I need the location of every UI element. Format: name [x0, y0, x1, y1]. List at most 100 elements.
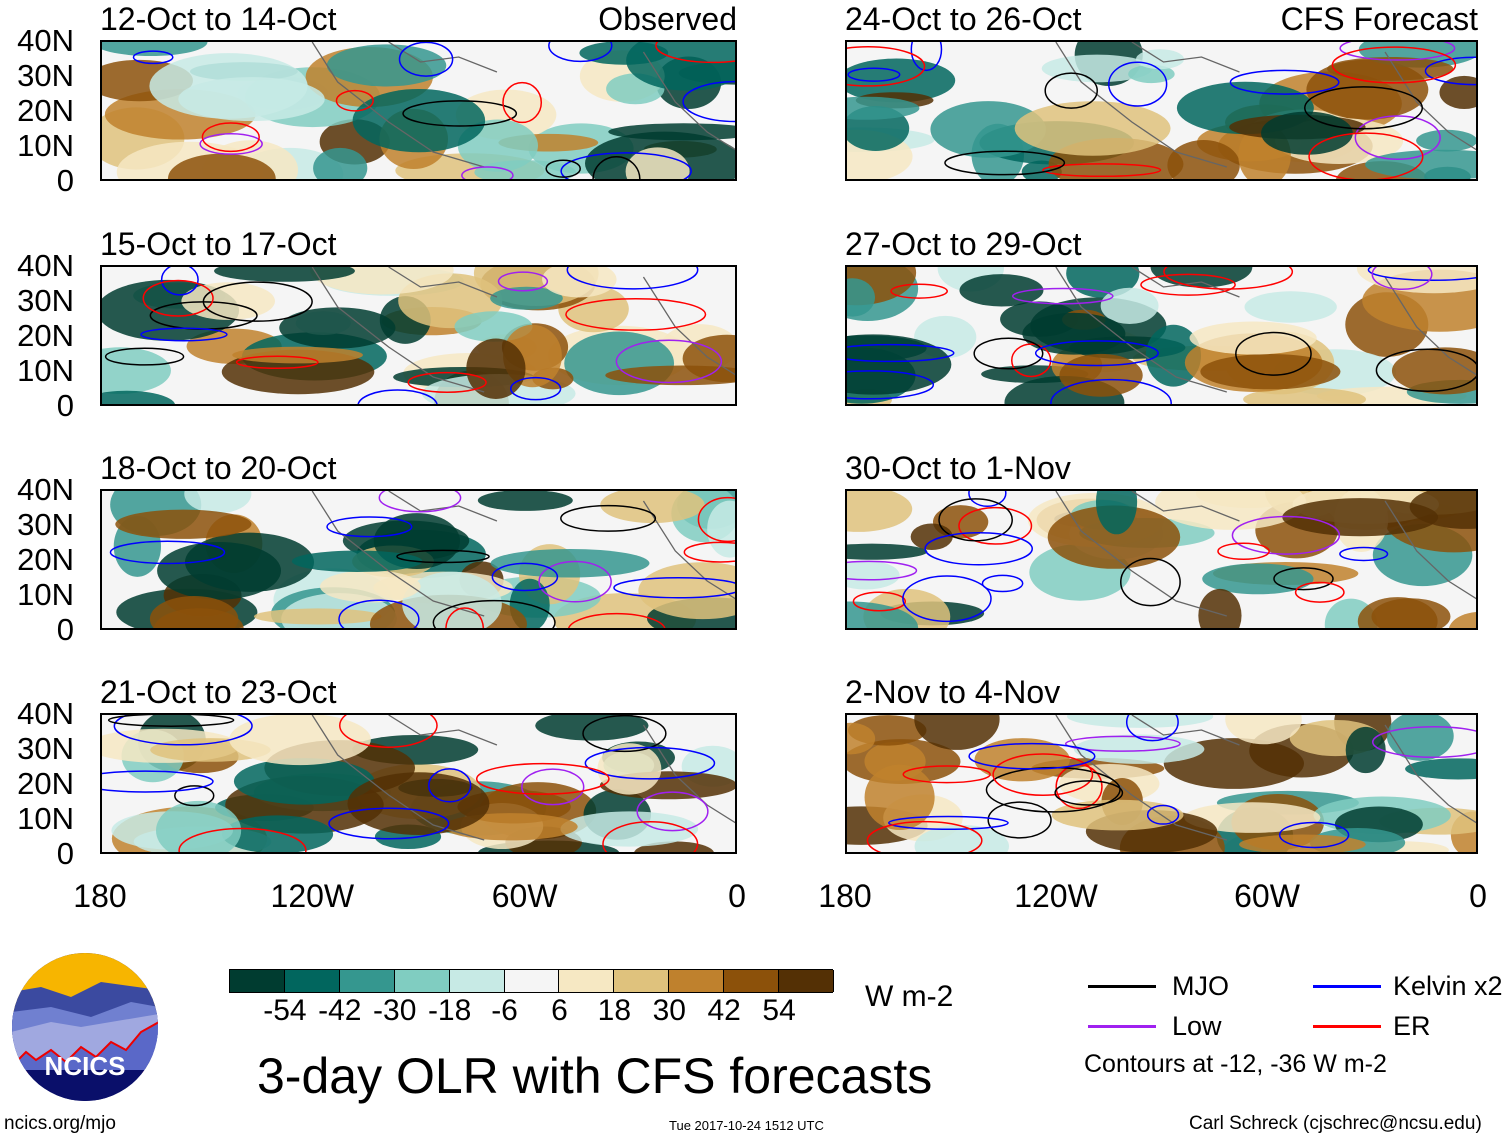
wave-contour	[1231, 515, 1341, 555]
wave-contour	[1339, 42, 1456, 61]
wave-contour	[1372, 725, 1476, 759]
olr-anomaly-blob	[1345, 726, 1386, 774]
wave-contour	[938, 498, 1013, 542]
wave-contour	[566, 267, 699, 290]
wave-contour	[538, 560, 612, 603]
colorbar-label: -42	[318, 994, 362, 1027]
wave-contour	[1294, 581, 1345, 603]
wave-contour	[407, 371, 487, 394]
panel-label: Observed	[598, 1, 737, 37]
y-tick-label: 0	[56, 163, 74, 198]
olr-anomaly-blob	[1051, 799, 1184, 831]
wave-contour	[1125, 715, 1179, 742]
wave-contour	[432, 599, 556, 628]
coastline	[311, 491, 735, 617]
wave-contour	[445, 607, 485, 628]
wave-contour	[402, 100, 518, 127]
footer-url[interactable]: ncics.org/mjo	[4, 1113, 116, 1134]
legend-line-kelvin	[1313, 985, 1381, 988]
olr-anomaly-blob	[847, 96, 920, 120]
wave-contour	[847, 343, 955, 363]
olr-anomaly-blob	[1022, 312, 1126, 355]
olr-anomaly-blob	[625, 147, 690, 179]
olr-anomaly-blob	[477, 491, 573, 511]
olr-anomaly-blob	[102, 42, 208, 57]
olr-anomaly-blob	[1416, 129, 1476, 152]
wave-contour	[1120, 557, 1181, 607]
wave-contour	[888, 815, 1009, 831]
wave-contour	[1011, 343, 1052, 378]
wave-contour	[132, 50, 174, 65]
y-tick-label: 10N	[17, 128, 74, 163]
wave-contour	[944, 150, 1066, 176]
olr-anomaly-blob	[221, 815, 334, 852]
wave-contour	[326, 516, 413, 538]
wave-contour	[109, 540, 226, 565]
coastline	[1055, 491, 1476, 617]
wave-contour	[1034, 340, 1159, 367]
olr-anomaly-blob	[847, 58, 956, 103]
wave-contour	[328, 807, 450, 840]
olr-anomaly-blob	[1100, 287, 1159, 325]
wave-contour	[339, 715, 438, 748]
coastline	[311, 715, 735, 841]
olr-anomaly-blob	[1200, 353, 1341, 390]
olr-anomaly-blob	[1439, 75, 1476, 110]
olr-anomaly-blob	[466, 338, 526, 399]
wave-contour	[565, 297, 707, 331]
wave-contour	[428, 768, 472, 803]
wave-contour	[502, 81, 543, 124]
x-tick-label: 180	[818, 878, 872, 914]
wave-contour	[1163, 267, 1294, 290]
legend-label-low: Low	[1172, 1011, 1222, 1041]
wave-contour	[1217, 542, 1270, 561]
olr-anomaly-blob	[914, 715, 1000, 750]
panel-title: 21-Oct to 23-Oct	[100, 674, 337, 710]
colorbar-swatch	[504, 970, 560, 992]
x-tick-label: 0	[1469, 878, 1487, 914]
olr-anomaly-blob	[847, 543, 928, 560]
wave-contour	[852, 591, 906, 612]
colorbar-label: -54	[263, 994, 307, 1027]
wave-contour	[584, 746, 716, 780]
colorbar-label: 54	[762, 994, 796, 1027]
wave-contour	[398, 42, 454, 77]
wave-contour	[1375, 348, 1476, 392]
olr-anomaly-blob	[167, 153, 276, 179]
wave-contour	[902, 765, 991, 784]
olr-anomaly-blob	[1073, 734, 1205, 764]
wave-contour	[560, 504, 657, 532]
coastline	[1055, 42, 1476, 168]
olr-anomaly-blob	[115, 509, 252, 539]
wave-contour	[1308, 132, 1424, 179]
wave-contour	[683, 541, 735, 563]
olr-anomaly-blob	[1357, 597, 1438, 628]
olr-map-panel	[100, 489, 737, 630]
panel-title: 2-Nov to 4-Nov	[845, 674, 1061, 710]
y-tick-label: 40N	[17, 23, 74, 58]
olr-anomaly-blob	[1198, 588, 1242, 628]
wave-contour	[202, 281, 313, 322]
wave-contour	[102, 770, 214, 793]
wave-contour	[682, 80, 735, 123]
colorbar-swatch	[394, 970, 450, 992]
colorbar-swatch	[724, 970, 780, 992]
wave-contour	[636, 791, 709, 832]
olr-map-panel	[100, 265, 737, 406]
y-tick-label: 0	[56, 836, 74, 871]
olr-map-panel	[845, 489, 1478, 630]
olr-anomaly-blob	[490, 548, 650, 578]
wave-contour	[461, 166, 514, 179]
wave-contour	[475, 762, 610, 795]
olr-anomaly-blob	[1014, 101, 1171, 156]
wave-contour	[847, 560, 918, 581]
olr-anomaly-blob	[638, 562, 735, 620]
legend-label-er: ER	[1393, 1011, 1431, 1041]
wave-contour	[378, 491, 462, 513]
colorbar-units: W m-2	[865, 980, 954, 1013]
olr-anomaly-blob	[930, 101, 1046, 158]
wave-contour	[107, 715, 235, 727]
olr-anomaly-blob	[864, 764, 935, 831]
x-tick-label: 120W	[1014, 878, 1098, 914]
logo-text: NCICS	[45, 1051, 126, 1081]
